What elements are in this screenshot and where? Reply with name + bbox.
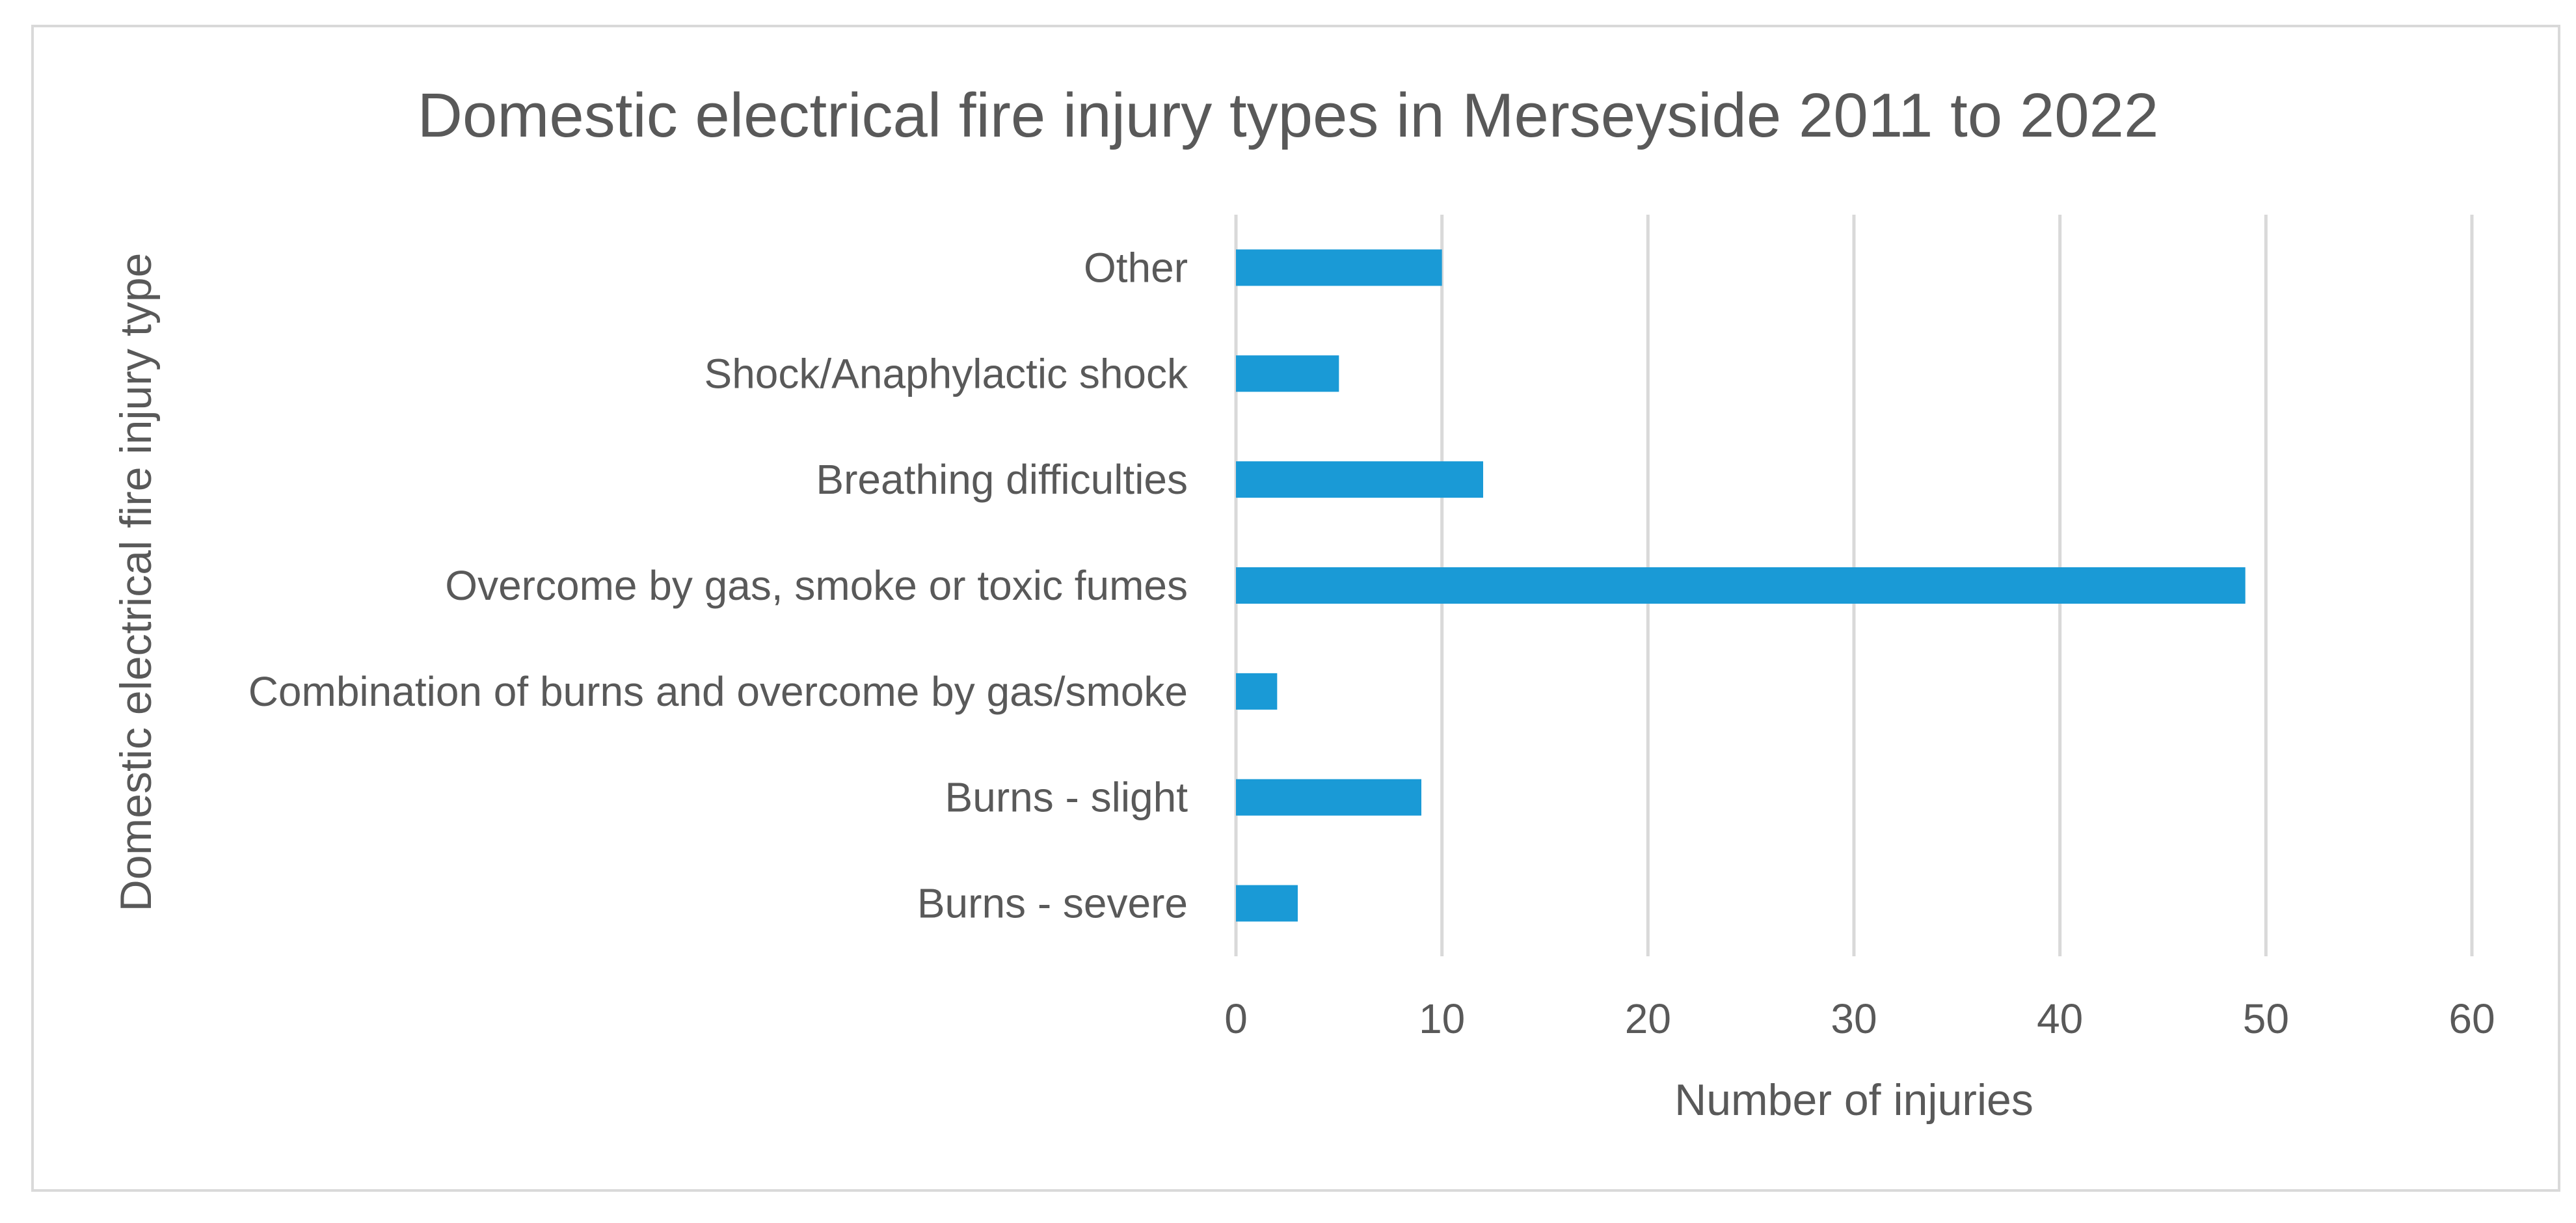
category-label: Other — [1084, 244, 1188, 291]
x-tick-label: 30 — [1831, 995, 1877, 1042]
category-label: Overcome by gas, smoke or toxic fumes — [445, 562, 1188, 609]
bar — [1236, 249, 1442, 286]
chart-title: Domestic electrical fire injury types in… — [418, 81, 2159, 150]
x-tick-label: 20 — [1625, 995, 1671, 1042]
x-axis-title: Number of injuries — [1674, 1075, 2033, 1125]
x-tick-label: 10 — [1419, 995, 1465, 1042]
category-label: Shock/Anaphylactic shock — [704, 350, 1189, 397]
bar — [1236, 461, 1483, 498]
category-label: Breathing difficulties — [816, 456, 1188, 503]
bar — [1236, 779, 1421, 816]
category-label: Burns - severe — [917, 880, 1188, 927]
x-tick-labels: 0 10 20 30 40 50 60 — [1224, 995, 2495, 1042]
bar — [1236, 885, 1298, 922]
bars — [1236, 249, 2246, 922]
category-labels: Burns - severe Burns - slight Combination … — [248, 244, 1188, 926]
chart-frame — [31, 25, 2560, 1192]
bar — [1236, 567, 2246, 604]
category-label: Burns - slight — [945, 774, 1188, 821]
y-axis-title: Domestic electrical fire injury type — [111, 253, 161, 912]
bar — [1236, 673, 1278, 710]
x-tick-label: 40 — [2037, 995, 2083, 1042]
bar — [1236, 355, 1339, 392]
x-tick-label: 60 — [2449, 995, 2495, 1042]
x-tick-label: 0 — [1224, 995, 1248, 1042]
x-tick-label: 50 — [2243, 995, 2289, 1042]
category-label: Combination of burns and overcome by gas… — [248, 668, 1188, 715]
